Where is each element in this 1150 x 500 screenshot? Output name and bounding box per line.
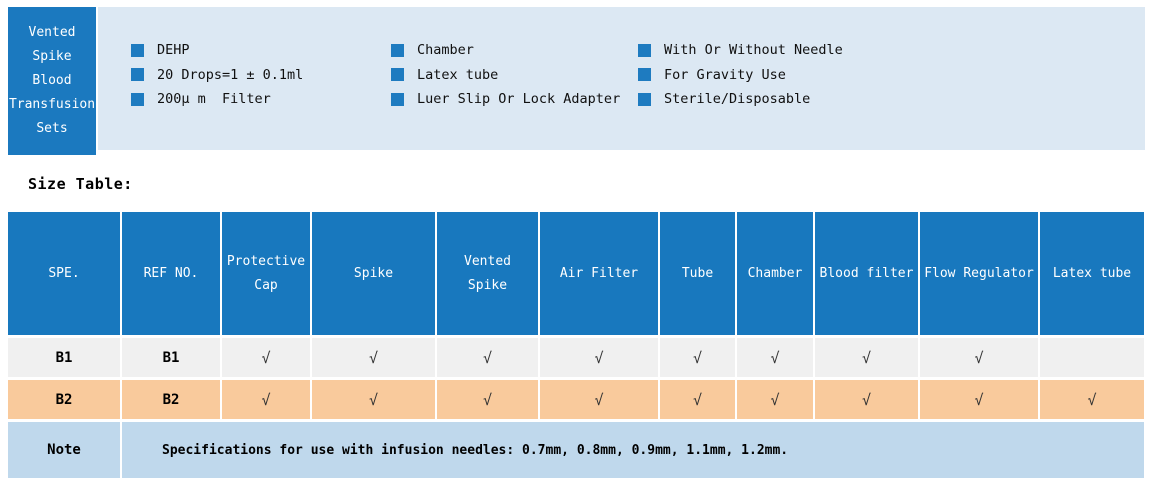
feature-column-1: DEHP 20 Drops=1 ± 0.1ml 200μ m Filter (131, 38, 391, 150)
col-header-chamber: Chamber (737, 212, 813, 335)
size-table-heading: Size Table: (28, 175, 133, 193)
feature-label: With Or Without Needle (664, 42, 843, 59)
product-title: Vented Spike Blood Transfusion Sets (8, 7, 96, 155)
feature-item: Latex tube (391, 63, 638, 88)
check-cell: √ (222, 380, 310, 419)
check-cell: √ (660, 338, 735, 377)
check-cell: √ (920, 380, 1038, 419)
feature-item: 200μ m Filter (131, 87, 391, 112)
col-header-vented-spike: Vented Spike (437, 212, 538, 335)
note-text: Specifications for use with infusion nee… (122, 422, 1144, 478)
check-cell: √ (737, 338, 813, 377)
col-header-blood-filter: Blood filter (815, 212, 918, 335)
feature-label: Sterile/Disposable (664, 91, 811, 108)
check-cell: √ (920, 338, 1038, 377)
check-cell: √ (737, 380, 813, 419)
bullet-square-icon (391, 43, 404, 57)
feature-item: Luer Slip Or Lock Adapter (391, 87, 638, 112)
spe-cell: B2 (8, 380, 120, 419)
check-cell: √ (437, 338, 538, 377)
feature-label: DEHP (157, 42, 190, 59)
feature-column-2: Chamber Latex tube Luer Slip Or Lock Ada… (391, 38, 638, 150)
bullet-square-icon (391, 68, 404, 82)
col-header-air-filter: Air Filter (540, 212, 658, 335)
check-cell: √ (815, 338, 918, 377)
col-header-spike: Spike (312, 212, 435, 335)
check-cell: √ (815, 380, 918, 419)
check-cell: √ (540, 338, 658, 377)
feature-label: For Gravity Use (664, 66, 786, 83)
feature-item: With Or Without Needle (638, 38, 843, 63)
col-header-tube: Tube (660, 212, 735, 335)
table-row-b2: B2 B2 √ √ √ √ √ √ √ √ √ (8, 380, 1144, 419)
check-cell: √ (222, 338, 310, 377)
bullet-square-icon (638, 43, 651, 57)
check-cell: √ (540, 380, 658, 419)
ref-cell: B1 (122, 338, 220, 377)
table-row-b1: B1 B1 √ √ √ √ √ √ √ √ (8, 338, 1144, 377)
product-title-line: Blood (32, 73, 72, 88)
feature-item: Sterile/Disposable (638, 87, 843, 112)
bullet-square-icon (638, 68, 651, 82)
feature-label: 20 Drops=1 ± 0.1ml (157, 66, 304, 83)
check-cell: √ (312, 380, 435, 419)
bullet-square-icon (638, 92, 651, 106)
feature-item: DEHP (131, 38, 391, 63)
table-row-note: Note Specifications for use with infusio… (8, 422, 1144, 478)
check-cell: √ (1040, 380, 1144, 419)
col-header-flow-regulator: Flow Regulator (920, 212, 1038, 335)
size-table-header-row: SPE. REF NO. Protective Cap Spike Vented… (8, 212, 1144, 335)
product-title-line: Spike (32, 49, 72, 64)
note-label: Note (8, 422, 120, 478)
feature-column-3: With Or Without Needle For Gravity Use S… (638, 38, 843, 150)
feature-item: Chamber (391, 38, 638, 63)
check-cell: √ (312, 338, 435, 377)
check-cell (1040, 338, 1144, 377)
ref-cell: B2 (122, 380, 220, 419)
product-title-line: Vented (28, 25, 76, 40)
size-table: SPE. REF NO. Protective Cap Spike Vented… (6, 209, 1146, 481)
col-header-spe: SPE. (8, 212, 120, 335)
product-title-line: Transfusion (8, 97, 96, 112)
product-title-line: Sets (36, 121, 68, 136)
feature-label: Chamber (417, 42, 474, 59)
feature-label: Luer Slip Or Lock Adapter (417, 91, 621, 108)
feature-item: For Gravity Use (638, 63, 843, 88)
spe-cell: B1 (8, 338, 120, 377)
bullet-square-icon (391, 92, 404, 106)
check-cell: √ (437, 380, 538, 419)
col-header-latex-tube: Latex tube (1040, 212, 1144, 335)
feature-label: Latex tube (417, 66, 499, 83)
bullet-square-icon (131, 43, 144, 57)
bullet-square-icon (131, 92, 144, 106)
col-header-ref-no: REF NO. (122, 212, 220, 335)
check-cell: √ (660, 380, 735, 419)
feature-label: 200μ m Filter (157, 91, 271, 108)
feature-panel: DEHP 20 Drops=1 ± 0.1ml 200μ m Filter Ch… (98, 7, 1145, 150)
col-header-protective-cap: Protective Cap (222, 212, 310, 335)
feature-item: 20 Drops=1 ± 0.1ml (131, 63, 391, 88)
product-banner: Vented Spike Blood Transfusion Sets DEHP… (8, 7, 1145, 155)
bullet-square-icon (131, 68, 144, 82)
